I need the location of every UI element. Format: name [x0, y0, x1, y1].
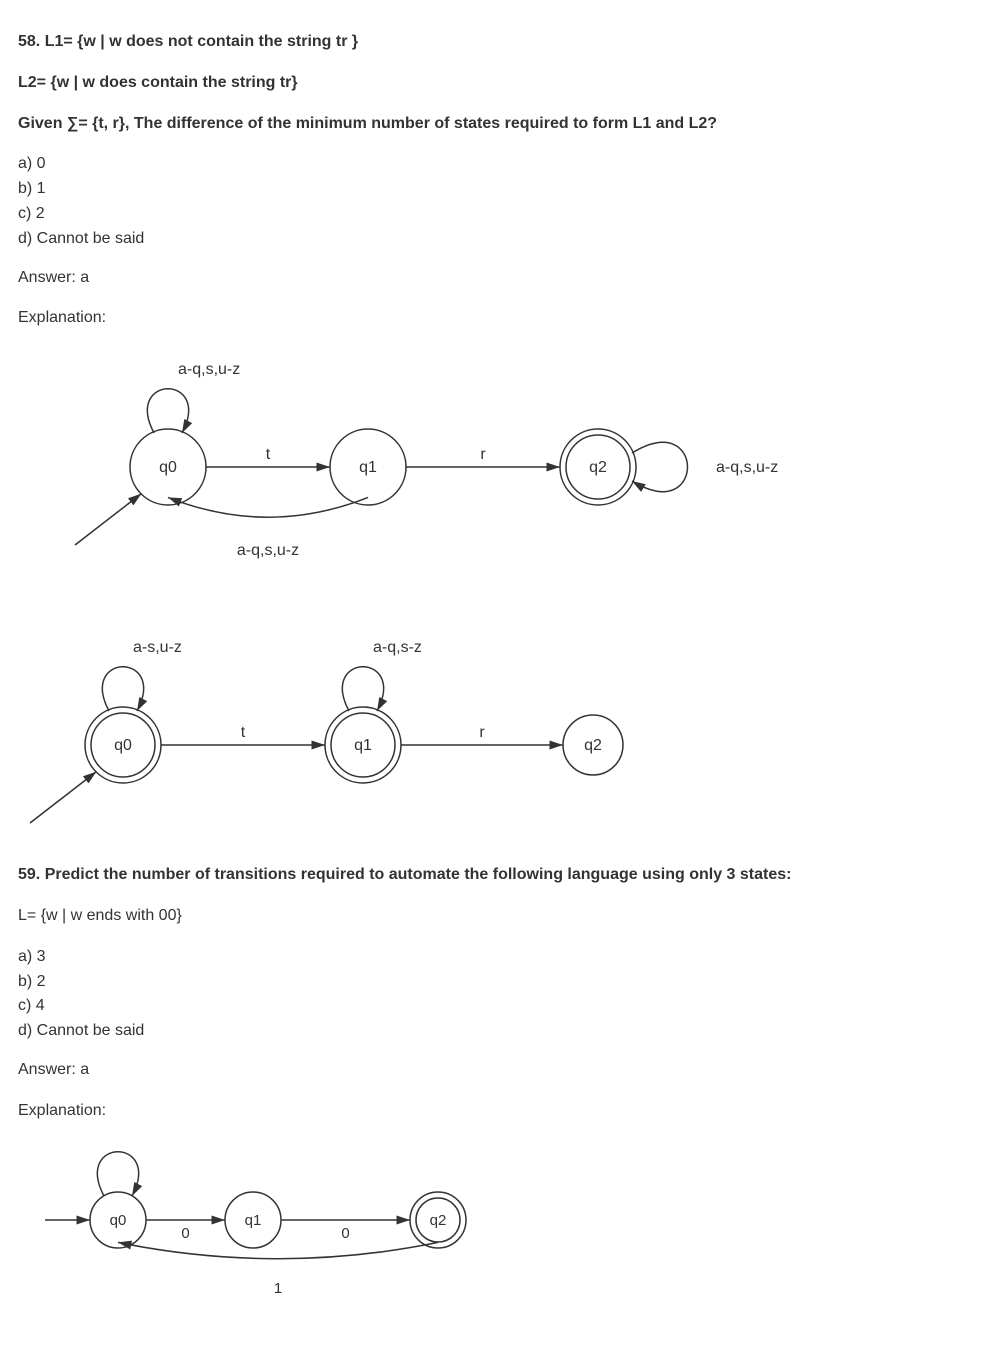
svg-text:q1: q1 [354, 737, 372, 754]
svg-text:q2: q2 [589, 459, 607, 476]
svg-text:0: 0 [341, 1225, 349, 1242]
q59-answer: Answer: a [18, 1058, 977, 1083]
q58-line3: Given ∑= {t, r}, The difference of the m… [18, 112, 977, 137]
svg-text:a-s,u-z: a-s,u-z [133, 639, 182, 656]
svg-text:1: 1 [274, 1280, 282, 1297]
svg-text:r: r [479, 724, 485, 741]
q58-line2: L2= {w | w does contain the string tr} [18, 71, 977, 96]
q58-line1: 58. L1= {w | w does not contain the stri… [18, 30, 977, 55]
q58-opt-a: a) 0 [18, 152, 977, 177]
q59-opt-a: a) 3 [18, 945, 977, 970]
q58-diagram2: q0 q1 q2 a-s,u-z a-q,s-z t r [18, 615, 977, 845]
q58-explanation: Explanation: [18, 306, 977, 331]
q59-explanation: Explanation: [18, 1099, 977, 1124]
q59-opt-d: d) Cannot be said [18, 1019, 977, 1044]
question-59: 59. Predict the number of transitions re… [18, 863, 977, 1309]
svg-text:0: 0 [181, 1225, 189, 1242]
svg-text:t: t [266, 446, 271, 463]
q59-diagram: q0 q1 q2 1 0 0 1 [18, 1140, 977, 1310]
q59-line1: 59. Predict the number of transitions re… [18, 863, 977, 888]
svg-text:r: r [480, 446, 486, 463]
svg-text:1: 1 [128, 1140, 136, 1141]
q58-opt-d: d) Cannot be said [18, 227, 977, 252]
q59-opt-c: c) 4 [18, 994, 977, 1019]
svg-text:t: t [241, 724, 246, 741]
svg-text:q2: q2 [430, 1212, 447, 1229]
q58-answer: Answer: a [18, 266, 977, 291]
svg-text:q0: q0 [114, 737, 132, 754]
svg-text:a-q,s-z: a-q,s-z [373, 639, 422, 656]
svg-text:a-q,s,u-z: a-q,s,u-z [716, 459, 778, 476]
svg-text:q1: q1 [245, 1212, 262, 1229]
q58-opt-b: b) 1 [18, 177, 977, 202]
q58-diagram1: q0 q1 q2 a-q,s,u-z t r a-q,s,u-z a-q,s,u-z [18, 347, 977, 597]
q59-opt-b: b) 2 [18, 970, 977, 995]
svg-text:a-q,s,u-z: a-q,s,u-z [237, 542, 299, 559]
q59-line2: L= {w | w ends with 00} [18, 904, 977, 929]
svg-text:q1: q1 [359, 459, 377, 476]
question-58: 58. L1= {w | w does not contain the stri… [18, 30, 977, 845]
svg-text:q2: q2 [584, 737, 602, 754]
svg-text:q0: q0 [110, 1212, 127, 1229]
svg-text:a-q,s,u-z: a-q,s,u-z [178, 361, 240, 378]
svg-text:q0: q0 [159, 459, 177, 476]
q58-opt-c: c) 2 [18, 202, 977, 227]
